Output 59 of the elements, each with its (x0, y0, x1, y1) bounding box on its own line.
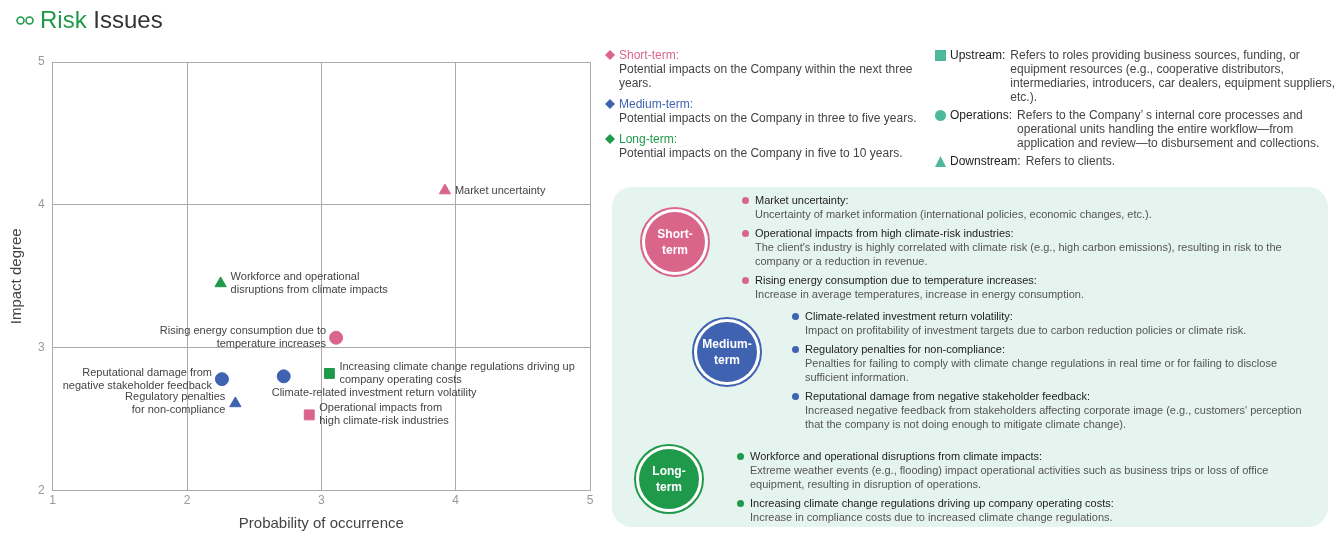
text: Operations: (950, 108, 1013, 122)
text: Increased negative feedback from stakeholders affecting corporate image (e.g., customers' perception that the company is not doing enough to mitigate climate change). (805, 403, 1303, 431)
x-tick-label: 3 (317, 493, 325, 508)
text: Medium-term: (619, 97, 694, 111)
x-tick-label: 4 (452, 493, 460, 508)
text: Refers to the Company’ s internal core processes and operational units handling the entire workflow—from application and review—to disbursement and collections. (1017, 108, 1321, 150)
chart-title: Risk Issues (40, 6, 163, 34)
text: Downstream: (950, 154, 1021, 168)
text: Increase in average temperatures, increase in energy consumption. (755, 287, 1084, 301)
point (323, 368, 335, 379)
point (229, 396, 242, 408)
annotation: Reputational damage from negative stakeholder feedback (62, 365, 213, 391)
x-tick-label: 1 (49, 493, 57, 508)
x-axis-title: Probability of occurrence (238, 514, 404, 532)
text: Potential impacts on the Company in five to 10 years. (618, 146, 904, 160)
annotation: Rising energy consumption due to temperature increases (159, 324, 327, 350)
text: The client's industry is highly correlated with climate risk (e.g., high carbon emissions), resulting in risk to the company or a reduction in revenue. (755, 240, 1283, 268)
y-tick-label: 3 (37, 340, 45, 355)
text: Rising energy consumption due to temperature increases: (755, 273, 1038, 287)
text: Short-term (656, 226, 694, 258)
annotation: Operational impacts from high climate-risk industries (319, 401, 450, 427)
annotation: Climate-related investment return volatility (271, 386, 478, 399)
point (276, 369, 291, 384)
text: Increasing climate change regulations driving up company operating costs: (750, 496, 1114, 510)
x-tick-label: 5 (586, 493, 594, 508)
text: Uncertainty of market information (international policies, economic changes, etc.). (755, 207, 1152, 221)
text: Medium-term (702, 336, 752, 368)
text: Penalties for failing to comply with climate change regulations in real time or for failing to disclose sufficient information. (805, 356, 1278, 384)
annotation: Market uncertainty (454, 183, 546, 196)
y-tick-label: 5 (37, 54, 45, 69)
point (214, 276, 227, 288)
text: Climate-related investment return volatility: (805, 309, 1014, 323)
text: Market uncertainty: (755, 193, 850, 207)
point (438, 183, 452, 195)
annotation: Increasing climate change regulations driving up company operating costs (339, 359, 575, 385)
y-tick-label: 2 (37, 482, 45, 497)
y-axis-title: Impact degree (7, 228, 25, 325)
text: Potential impacts on the Company within the next three years. (618, 62, 914, 90)
text: Regulatory penalties for non-compliance: (805, 342, 1006, 356)
text: Operational impacts from high climate-risk industries: (755, 226, 1015, 240)
point (329, 330, 344, 345)
annotation: Regulatory penalties for non-compliance (125, 389, 226, 415)
text: Reputational damage from negative stakeholder feedback: (805, 389, 1091, 403)
text: Upstream: (950, 48, 1006, 62)
point (214, 372, 229, 387)
text: Increase in compliance costs due to increased climate change regulations. (750, 510, 1114, 524)
x-tick-label: 2 (183, 493, 191, 508)
text: Long-term: (619, 132, 678, 146)
text: Refers to clients. (1025, 154, 1116, 168)
text: Refers to roles providing business sources, funding, or equipment resources (e.g., cooperative distributors, intermediaries, introducers, car dealers, equipment suppliers, etc.). (1010, 48, 1337, 104)
text: Long-term (651, 463, 687, 495)
y-tick-label: 4 (37, 197, 45, 212)
text: Impact on profitability of investment targets due to carbon reduction policies or climate risk. (805, 323, 1247, 337)
text: Extreme weather events (e.g., flooding) impact operational activities such as business trips or loss of office equipment, resulting in disruption of operations. (750, 463, 1270, 491)
text: Potential impacts on the Company in three to five years. (618, 111, 918, 125)
point (303, 409, 315, 421)
text: Short-term: (619, 48, 680, 62)
text: Workforce and operational disruptions from climate impacts: (750, 449, 1044, 463)
annotation: Workforce and operational disruptions from climate impacts (230, 269, 389, 295)
